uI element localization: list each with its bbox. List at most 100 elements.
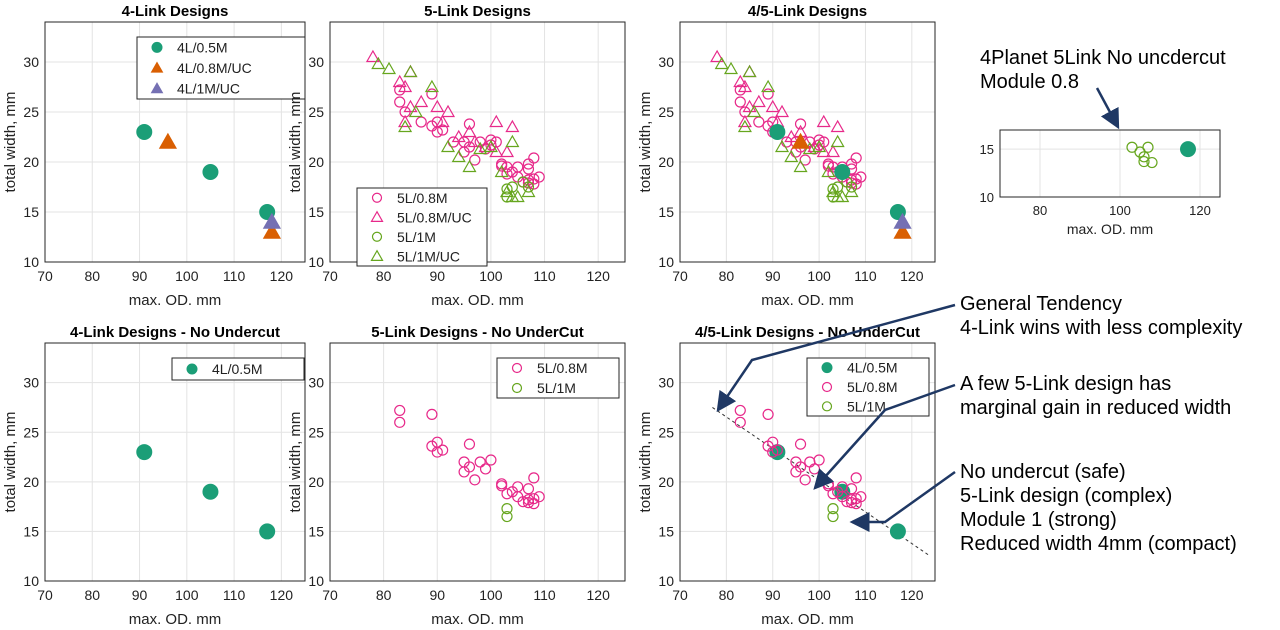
legend-label: 5L/1M <box>537 380 576 396</box>
plot-frame <box>44 342 306 582</box>
data-point <box>893 212 912 229</box>
data-point <box>505 134 520 148</box>
y-tick-label: 30 <box>23 375 39 391</box>
plot-area <box>999 129 1221 198</box>
inset-pointer-arrow <box>1095 87 1120 130</box>
data-point <box>494 164 509 178</box>
data-point <box>761 79 776 93</box>
data-point <box>528 472 540 484</box>
data-point <box>845 181 858 193</box>
data-point <box>398 114 413 128</box>
data-point <box>794 438 807 450</box>
y-tick-label: 20 <box>658 154 674 170</box>
data-point <box>737 114 752 128</box>
y-tick-label: 10 <box>658 254 674 270</box>
legend-label: 5L/1M <box>397 229 436 245</box>
undercut-note-line: 5-Link design (complex) <box>960 485 1173 507</box>
x-axis-label: max. OD. mm <box>129 611 222 628</box>
x-axis-label: max. OD. mm <box>1067 221 1153 237</box>
data-point <box>398 119 413 133</box>
data-point <box>855 171 867 183</box>
x-tick-label: 90 <box>132 268 148 284</box>
y-tick-label: 25 <box>658 424 674 440</box>
inset-note-line: Module 0.8 <box>980 71 1079 93</box>
x-tick-label: 120 <box>1189 203 1211 218</box>
data-point <box>479 463 492 475</box>
legend-label: 5L/0.8M <box>537 360 588 376</box>
x-tick-label: 70 <box>37 268 53 284</box>
data-point <box>202 483 219 500</box>
tendency-note: General Tendency 4-Link wins with less c… <box>960 292 1242 340</box>
y-tick-label: 25 <box>23 424 39 440</box>
data-point <box>533 491 545 503</box>
data-point <box>845 483 858 495</box>
data-point <box>512 481 524 493</box>
y-tick-label: 15 <box>980 142 994 157</box>
y-tick-label: 15 <box>658 204 674 220</box>
data-point <box>158 132 178 149</box>
data-point <box>501 488 513 500</box>
data-point <box>505 119 520 133</box>
x-tick-label: 80 <box>1033 203 1047 218</box>
data-point <box>365 49 380 63</box>
data-point <box>855 491 867 503</box>
data-point <box>259 523 276 540</box>
data-point <box>522 483 535 495</box>
data-point <box>1146 156 1158 169</box>
chart-title: 4-Link Designs <box>122 3 229 20</box>
data-point <box>408 104 423 118</box>
legend-marker <box>150 82 164 94</box>
x-tick-label: 70 <box>322 268 338 284</box>
data-point <box>1126 141 1138 153</box>
x-tick-label: 90 <box>429 587 445 603</box>
data-point <box>394 96 406 108</box>
data-point <box>528 493 540 505</box>
data-point <box>844 184 859 198</box>
data-point <box>734 416 746 428</box>
y-tick-label: 30 <box>308 54 324 70</box>
data-point <box>737 119 752 133</box>
data-point <box>469 154 481 166</box>
data-point <box>499 184 515 198</box>
chart-title: 5-Link Designs - No UnderCut <box>371 324 584 341</box>
data-point <box>496 480 508 492</box>
data-point <box>437 124 449 136</box>
data-point <box>528 152 540 164</box>
data-point <box>426 88 438 100</box>
gain-note-line: marginal gain in reduced width <box>960 397 1232 419</box>
legend-label: 4L/0.5M <box>177 39 228 55</box>
data-point <box>501 503 513 515</box>
legend-label: 5L/0.8M/UC <box>397 209 472 225</box>
undercut-note-line: No undercut (safe) <box>960 461 1126 483</box>
x-tick-label: 120 <box>900 268 924 284</box>
plot-frame <box>329 342 626 582</box>
legend-label: 4L/0.8M/UC <box>177 60 252 76</box>
data-point <box>784 149 799 163</box>
data-point <box>742 64 757 78</box>
undercut-note: No undercut (safe) 5-Link design (comple… <box>960 460 1237 556</box>
data-point <box>510 189 525 203</box>
data-point <box>469 474 481 486</box>
chart-title: 4/5-Link Designs <box>748 3 867 20</box>
y-tick-label: 15 <box>23 523 39 539</box>
x-tick-label: 110 <box>854 587 877 603</box>
data-point <box>1142 141 1154 153</box>
x-tick-label: 70 <box>672 268 688 284</box>
scatter-chart-2: 70 80 90 100 110 120 10 15 20 25 30 5-Link Designs m… <box>287 3 626 309</box>
data-point <box>483 139 498 153</box>
data-point <box>512 161 524 173</box>
data-point <box>813 454 825 466</box>
legend-box <box>171 357 305 381</box>
data-point <box>489 114 504 128</box>
legend-label: 4L/0.5M <box>847 360 898 376</box>
x-axis-label: max. OD. mm <box>431 611 524 628</box>
plot-frame <box>679 342 936 582</box>
data-point <box>394 404 406 417</box>
x-tick-label: 70 <box>37 587 53 603</box>
y-tick-label: 20 <box>308 474 324 490</box>
legend-box <box>136 36 306 100</box>
data-point <box>496 160 508 172</box>
data-point <box>451 129 466 143</box>
x-tick-label: 90 <box>132 587 148 603</box>
data-point <box>463 461 476 473</box>
